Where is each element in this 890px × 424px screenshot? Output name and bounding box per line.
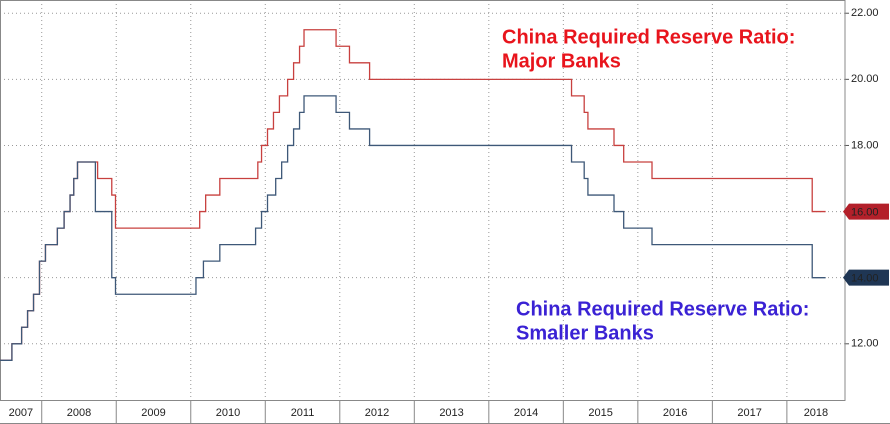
x-tick-label: 2015 bbox=[588, 407, 612, 419]
x-tick-label: 2009 bbox=[141, 407, 165, 419]
y-tick-label: 12.00 bbox=[851, 338, 879, 350]
y-tick-label: 18.00 bbox=[851, 139, 879, 151]
annotation: Major Banks bbox=[502, 50, 621, 72]
x-tick-label: 2008 bbox=[67, 407, 91, 419]
end-label: 16.00 bbox=[851, 206, 879, 218]
x-tick-label: 2012 bbox=[365, 407, 389, 419]
x-tick-label: 2017 bbox=[737, 407, 761, 419]
end-badge bbox=[843, 269, 889, 286]
x-tick-label: 2013 bbox=[439, 407, 463, 419]
annotation: China Required Reserve Ratio: bbox=[502, 26, 795, 48]
plot-frame bbox=[0, 0, 846, 401]
end-badge bbox=[843, 203, 889, 220]
x-tick-label: 2014 bbox=[514, 407, 538, 419]
end-label: 14.00 bbox=[851, 273, 879, 285]
x-tick-label: 2018 bbox=[804, 407, 828, 419]
y-tick-label: 22.00 bbox=[851, 7, 879, 19]
x-tick-label: 2010 bbox=[216, 407, 240, 419]
x-tick-label: 2007 bbox=[9, 407, 33, 419]
x-tick-label: 2011 bbox=[291, 407, 315, 419]
y-tick-label: 20.00 bbox=[851, 73, 879, 85]
annotation: Smaller Banks bbox=[516, 322, 654, 344]
annotation: China Required Reserve Ratio: bbox=[516, 298, 809, 320]
x-tick-label: 2016 bbox=[663, 407, 687, 419]
series-line bbox=[0, 95, 826, 361]
